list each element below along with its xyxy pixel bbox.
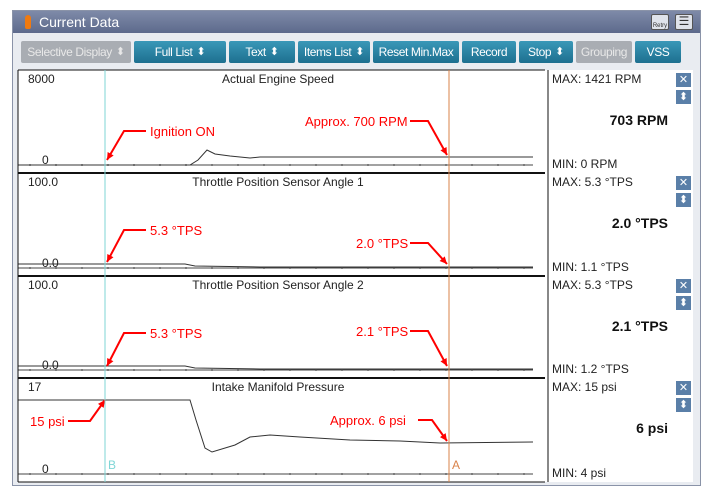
min-value: MIN: 4 psi — [552, 466, 607, 480]
window-title: Current Data — [39, 14, 120, 30]
arrow-head — [440, 358, 447, 366]
button-label: Items List — [303, 45, 352, 59]
current-value: 2.0 °TPS — [611, 215, 668, 231]
flame-icon — [25, 15, 31, 29]
button-label: Selective Display — [27, 45, 112, 59]
cursor-b-label[interactable]: B — [108, 458, 117, 472]
annotation-label: 5.3 °TPS — [150, 326, 203, 341]
arrow-head — [439, 256, 447, 264]
y-max-label: 17 — [28, 380, 42, 394]
layout-icon[interactable]: ☰ — [675, 14, 693, 30]
annotation-arrow — [106, 332, 146, 367]
max-value: MAX: 5.3 °TPS — [552, 278, 633, 292]
button-label: Reset Min.Max — [378, 45, 454, 59]
y-max-label: 8000 — [28, 72, 55, 86]
toolbar-button-text[interactable]: Text ⬍ — [229, 41, 295, 63]
button-label: Stop — [528, 45, 552, 59]
toolbar-button-full-list[interactable]: Full List ⬍ — [134, 41, 226, 63]
panel-title: Actual Engine Speed — [221, 72, 335, 86]
annotation-arrow — [106, 229, 146, 263]
annotation-label: 2.0 °TPS — [356, 236, 409, 251]
annotation-label: Approx. 700 RPM — [305, 114, 408, 129]
retry-label: Retry — [652, 23, 668, 29]
close-panel-button[interactable]: ✕ — [676, 176, 691, 190]
data-curve — [18, 263, 533, 268]
min-value: MIN: 1.2 °TPS — [552, 362, 629, 376]
max-value: MAX: 5.3 °TPS — [552, 175, 633, 189]
arrow-head — [440, 147, 447, 155]
toolbar-button-reset-min-max[interactable]: Reset Min.Max — [373, 41, 459, 63]
y-max-label: 100.0 — [28, 278, 59, 292]
max-value: MAX: 15 psi — [552, 380, 617, 394]
button-label: Text — [245, 45, 266, 59]
y-min-label: 0.0 — [42, 256, 59, 270]
annotation-label: 15 psi — [30, 414, 65, 429]
current-value: 6 psi — [636, 420, 668, 436]
data-curve — [18, 149, 533, 166]
updown-chevron-icon: ⬍ — [196, 46, 206, 58]
min-value: MIN: 0 RPM — [552, 157, 618, 171]
annotation-arrow — [410, 330, 448, 367]
y-min-label: 0 — [42, 153, 49, 167]
data-curve — [18, 399, 534, 453]
arrow-head — [107, 358, 114, 366]
arrow-head — [97, 400, 105, 408]
close-panel-button[interactable]: ✕ — [676, 73, 691, 87]
annotation-arrow — [418, 419, 448, 442]
y-min-label: 0 — [42, 462, 49, 476]
toolbar-button-items-list[interactable]: Items List ⬍ — [298, 41, 370, 63]
annotation-arrow — [68, 399, 106, 422]
updown-chevron-icon: ⬍ — [555, 46, 564, 58]
data-curve — [18, 365, 533, 370]
toolbar-button-record[interactable]: Record — [462, 41, 516, 63]
annotation-label: 5.3 °TPS — [150, 223, 203, 238]
arrow-head — [439, 433, 447, 441]
move-panel-button[interactable]: ⬍ — [676, 296, 691, 310]
annotation-arrow — [106, 130, 146, 161]
toolbar-button-grouping[interactable]: Grouping — [576, 41, 632, 63]
y-min-label: 0.0 — [42, 358, 59, 372]
retry-button[interactable]: Retry — [651, 14, 669, 30]
close-panel-button[interactable]: ✕ — [676, 279, 691, 293]
max-value: MAX: 1421 RPM — [552, 72, 642, 86]
move-panel-button[interactable]: ⬍ — [676, 90, 691, 104]
min-value: MIN: 1.1 °TPS — [552, 260, 629, 274]
annotation-arrow — [410, 120, 448, 156]
annotation-label: 2.1 °TPS — [356, 324, 409, 339]
move-panel-button[interactable]: ⬍ — [676, 398, 691, 412]
annotation-arrow — [410, 242, 448, 265]
move-panel-button[interactable]: ⬍ — [676, 193, 691, 207]
title-bar: Current Data Retry ☰ — [13, 11, 700, 33]
annotation-label: Approx. 6 psi — [330, 413, 406, 428]
panel-title: Throttle Position Sensor Angle 1 — [192, 175, 364, 189]
annotation-label: Ignition ON — [150, 124, 216, 139]
current-value: 703 RPM — [609, 112, 668, 128]
button-label: Full List — [154, 45, 193, 59]
updown-chevron-icon: ⬍ — [115, 46, 125, 58]
arrow-head — [107, 254, 114, 262]
updown-chevron-icon: ⬍ — [269, 46, 279, 58]
y-max-label: 100.0 — [28, 175, 59, 189]
button-label: Grouping — [580, 45, 628, 59]
button-label: Record — [470, 45, 508, 59]
updown-chevron-icon: ⬍ — [355, 46, 365, 58]
toolbar-button-stop[interactable]: Stop ⬍ — [519, 41, 573, 63]
toolbar-button-vss[interactable]: VSS — [635, 41, 681, 63]
panel-title: Throttle Position Sensor Angle 2 — [192, 278, 364, 292]
button-label: VSS — [646, 45, 670, 59]
toolbar: Selective Display ⬍ Full List ⬍ Text ⬍ Items L… — [21, 41, 681, 63]
close-panel-button[interactable]: ✕ — [676, 381, 691, 395]
toolbar-button-selective-display[interactable]: Selective Display ⬍ — [21, 41, 131, 63]
panel-title: Intake Manifold Pressure — [211, 380, 345, 394]
current-value: 2.1 °TPS — [611, 318, 668, 334]
arrow-head — [107, 152, 114, 160]
cursor-a-label[interactable]: A — [452, 458, 461, 472]
